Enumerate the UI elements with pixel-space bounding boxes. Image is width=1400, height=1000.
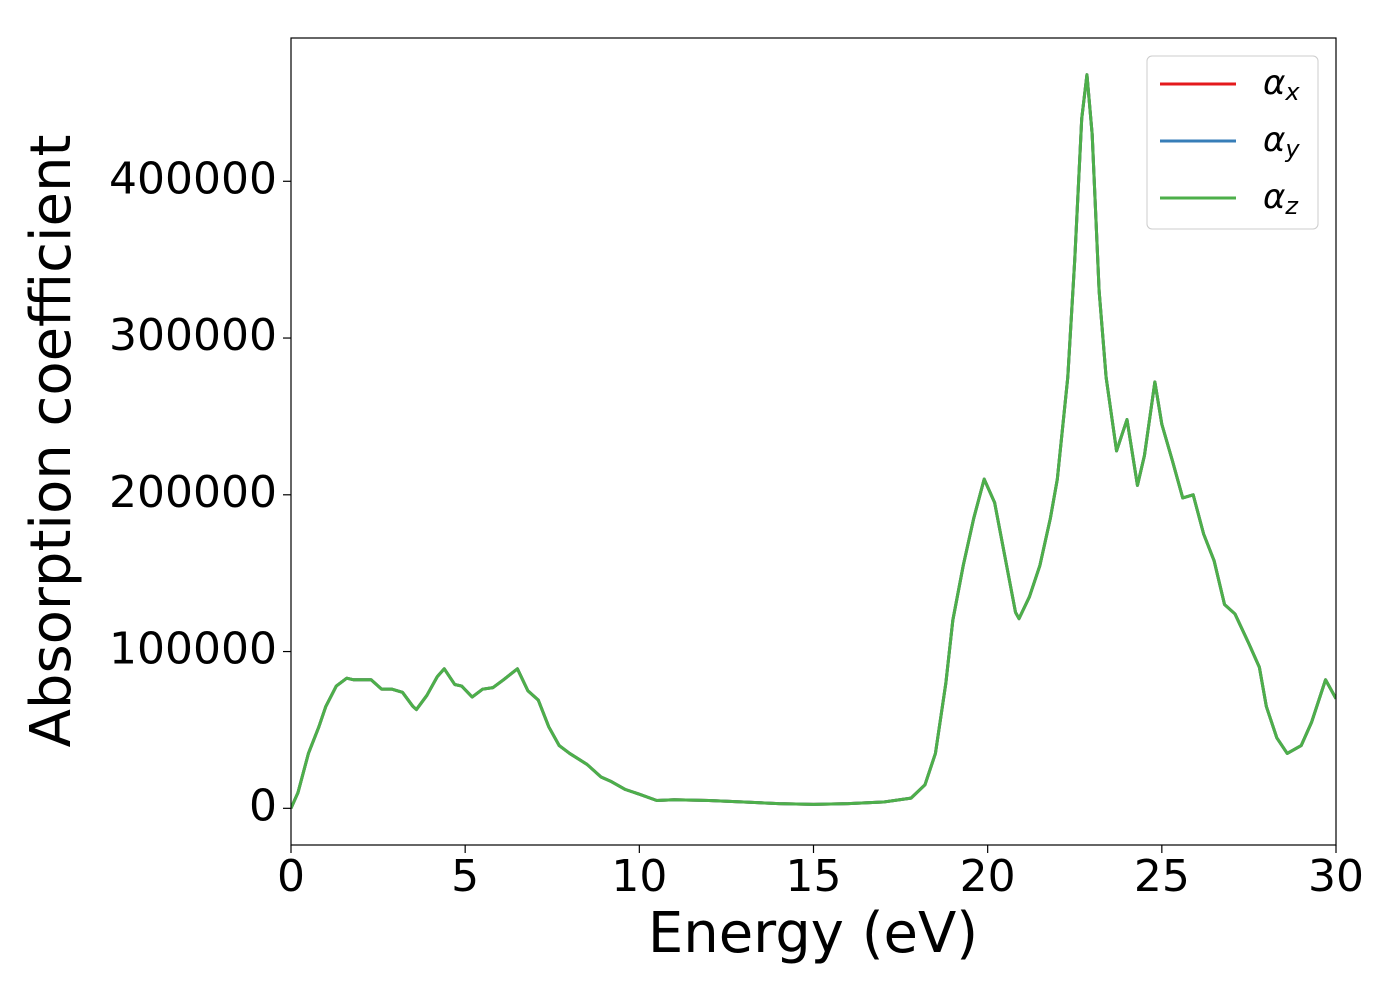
x-tick-label: 30 bbox=[1308, 851, 1364, 902]
y-tick-label: 400000 bbox=[109, 153, 277, 204]
legend-label: αx bbox=[1263, 63, 1300, 107]
legend-label: αz bbox=[1263, 177, 1299, 221]
legend-label: αy bbox=[1263, 120, 1300, 164]
y-tick-label: 300000 bbox=[109, 310, 277, 361]
x-tick-label: 5 bbox=[451, 851, 479, 902]
x-tick-label: 25 bbox=[1134, 851, 1190, 902]
x-axis-label: Energy (eV) bbox=[648, 901, 978, 966]
x-tick-label: 10 bbox=[611, 851, 667, 902]
x-tick-label: 15 bbox=[786, 851, 842, 902]
y-tick-label: 0 bbox=[249, 780, 277, 831]
plot-frame bbox=[290, 37, 1337, 846]
y-tick-label: 200000 bbox=[109, 467, 277, 518]
line bbox=[291, 73, 1336, 809]
y-axis-label: Absorption coefficient bbox=[19, 135, 84, 748]
x-tick-label: 20 bbox=[960, 851, 1016, 902]
y-tick-label: 100000 bbox=[109, 624, 277, 675]
x-tick-label: 0 bbox=[277, 851, 305, 902]
